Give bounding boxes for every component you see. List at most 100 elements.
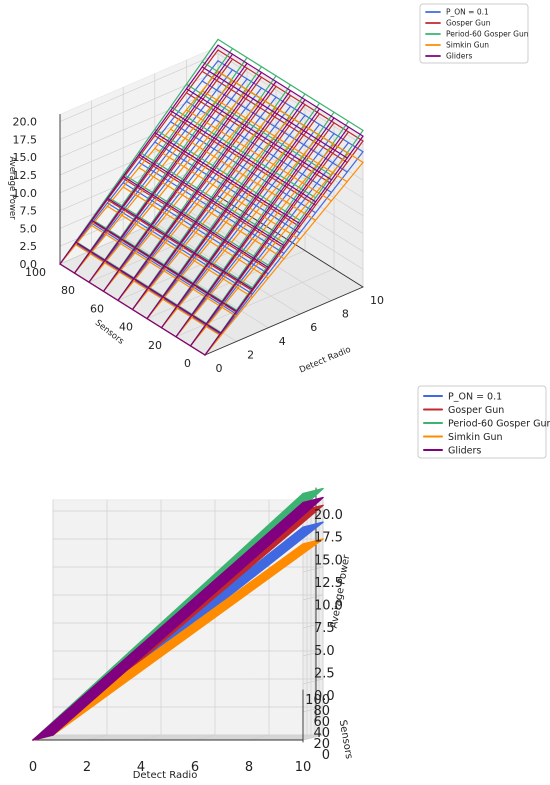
z-tick-label: 10.0 [13,187,38,200]
x-tick-label: 2 [83,760,91,775]
legend: P_ON = 0.1 Gosper Gun Period-60 Gosper Gun… [417,385,550,459]
grid-line [146,250,306,319]
y-axis-title: Sensors [337,719,355,760]
wire-line [117,96,277,301]
wire-line [146,125,306,320]
z-axis-title: Average Power [7,156,17,220]
grid-line [59,88,219,158]
wire-line [46,498,318,738]
wire-line [175,143,335,338]
z-tick-label: 17.5 [314,531,343,546]
wire-line [131,116,292,311]
legend-box [417,385,547,459]
grid-line [302,650,324,657]
z-tick-label: 0.0 [20,258,38,271]
y-tick-label: 40 [119,321,133,334]
series-p-on-0-1 [59,60,364,356]
wire-line [36,500,308,740]
wire-line [32,492,304,741]
y-axis-line [217,195,364,288]
wire-line [160,108,321,329]
y-tick-label: 100 [305,693,330,708]
wire-line [131,105,292,311]
grid-line [302,678,324,685]
z-tick-label: 10.0 [314,599,343,614]
legend-label: Period-60 Gosper Gun [448,418,550,429]
x-tick-label: 4 [279,335,286,348]
x-tick-label: 10 [370,294,384,307]
y-tick-label: 40 [313,726,330,741]
z-tick-label: 7.5 [20,205,38,218]
grid-line [154,222,301,315]
x-tick-label: 2 [247,348,254,361]
x-axis-line [204,286,364,356]
series-gliders [59,44,364,356]
y-tick-label: 20 [313,737,330,752]
legend-label: Gliders [448,445,481,456]
z-tick-label: 5.0 [20,222,38,235]
z-tick-label: 12.5 [13,169,38,182]
wire-line [102,87,263,292]
grid-line [302,622,324,629]
y-tick-label: 80 [61,284,75,297]
z-tick-label: 7.5 [314,621,335,636]
x-tick-label: 8 [245,760,253,775]
wire-line [117,80,277,301]
wire-line [73,79,234,274]
wire-line [131,89,292,311]
wire-line [189,142,350,347]
wire-line [175,117,335,338]
grid-line [217,53,364,145]
wire-line [73,69,234,274]
legend-label: Gosper Gun [446,19,491,28]
wire-line [44,540,316,738]
wire-line [102,71,263,292]
wire-line [59,60,219,265]
wire-line [40,499,312,739]
legend: P_ON = 0.1 Gosper Gun Period-60 Gosper Gun… [419,3,529,64]
x-tick-label: 6 [310,321,317,334]
z-tick-label: 2.5 [20,240,38,253]
grid-line [302,706,324,713]
wire-line [175,132,335,338]
wire-line [88,88,248,283]
y-tick-label: 100 [25,266,46,279]
wire-line [44,498,316,738]
wire-line [189,126,350,347]
legend-label: P_ON = 0.1 [446,8,489,17]
chart-isometric: 02468100204060801000.02.55.07.510.012.51… [7,3,529,375]
y-tick-label: 0 [322,748,330,763]
legend-label: Gosper Gun [448,405,504,416]
wire-line [59,44,219,265]
wire-line [204,135,364,356]
wire-line [50,538,322,737]
series-simkin-gun [59,70,364,356]
wire-line [59,70,219,265]
legend-box [419,3,529,64]
x-tick-label: 0 [29,760,37,775]
z-tick-label: 12.5 [314,576,343,591]
z-tick-label: 20.0 [314,508,343,523]
wire-line [102,98,263,292]
grid-line [59,106,219,176]
grid-line [59,142,219,211]
wire-line [88,62,248,283]
wire-line [34,501,306,741]
y-tick-label: 60 [313,715,330,730]
grid-line [117,232,277,301]
z-tick-label: 0.0 [314,689,335,704]
legend-label: Period-60 Gosper Gun [446,30,529,39]
x-tick-label: 10 [295,760,312,775]
wire-line [73,53,234,274]
wire-line [189,152,350,347]
wire-line [160,134,321,329]
legend-label: Simkin Gun [446,41,489,50]
z-tick-label: 2.5 [314,666,335,681]
legend-label: Gliders [446,52,472,61]
grid-line [88,213,248,283]
x-axis-title: Detect Radio [133,770,198,781]
x-tick-label: 6 [191,760,199,775]
z-tick-label: 15.0 [314,553,343,568]
wire-line [48,497,320,737]
